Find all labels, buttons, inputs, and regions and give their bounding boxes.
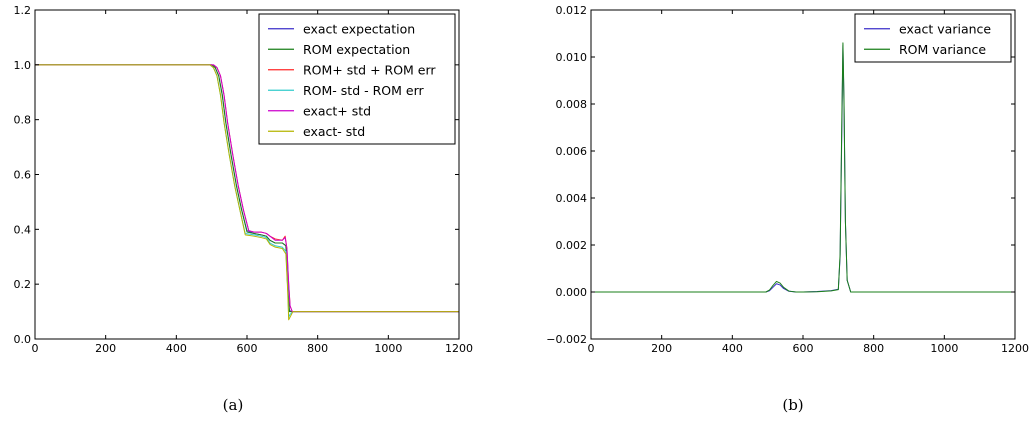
legend-box xyxy=(854,13,1012,63)
series-line-rom-expectation xyxy=(35,64,459,313)
plot-lines-a xyxy=(35,64,459,321)
y-tick-label: 0.002 xyxy=(556,239,588,252)
plot-lines-b xyxy=(591,42,1015,293)
x-tick-label: 400 xyxy=(722,342,743,355)
x-tick-label: 1200 xyxy=(445,342,473,355)
legend-label-rom-expectation: ROM expectation xyxy=(303,42,410,57)
series-line-exact-plus-std xyxy=(35,64,459,313)
legend-label-exact-expectation: exact expectation xyxy=(303,21,415,36)
x-tick-label: 1000 xyxy=(930,342,958,355)
y-tick-label: 0.010 xyxy=(556,51,588,64)
y-tick-label: 0.4 xyxy=(14,223,32,236)
x-tick-label: 600 xyxy=(793,342,814,355)
x-tick-label: 1000 xyxy=(374,342,402,355)
x-tick-label: 200 xyxy=(651,342,672,355)
x-tick-label: 0 xyxy=(32,342,39,355)
x-tick-label: 0 xyxy=(588,342,595,355)
legend-label-exact-variance: exact variance xyxy=(899,21,991,36)
y-tick-label: 0.012 xyxy=(556,4,588,17)
y-tick-label: 0.0 xyxy=(14,333,32,346)
caption-b: (b) xyxy=(782,396,803,414)
legend-label-exact-minus-std: exact- std xyxy=(303,124,365,139)
legend-a: exact expectation ROM expectation ROM+ std… xyxy=(258,13,456,145)
y-tick-label: 0.8 xyxy=(14,114,32,127)
x-tick-label: 400 xyxy=(166,342,187,355)
y-tick-label: 0.004 xyxy=(556,192,588,205)
y-tick-label: 0.008 xyxy=(556,98,588,111)
legend-b: exact variance ROM variance xyxy=(854,13,1012,63)
y-tick-label: 1.2 xyxy=(14,4,32,17)
y-tick-label: 0.2 xyxy=(14,278,32,291)
y-tick-label: 0.000 xyxy=(556,286,588,299)
legend-label-rom-variance: ROM variance xyxy=(899,42,986,57)
caption-a: (a) xyxy=(223,396,244,414)
axis-ticks-a: 0 200 400 600 800 1000 1200 0.0 0.2 0.4 0.6 0.8 1.0 1… xyxy=(14,4,474,355)
legend-label-rom-plus-std-err: ROM+ std + ROM err xyxy=(303,62,436,77)
axis-ticks-b: 0 200 400 600 800 1000 1200 −0.002 0.000 0.002 0.0… xyxy=(546,4,1029,355)
y-tick-label: −0.002 xyxy=(546,333,587,346)
legend-label-exact-plus-std: exact+ std xyxy=(303,103,371,118)
series-line-rom-variance xyxy=(591,42,1015,293)
legend-label-rom-minus-std-err: ROM- std - ROM err xyxy=(303,83,424,98)
x-tick-label: 800 xyxy=(863,342,884,355)
y-tick-label: 0.006 xyxy=(556,145,588,158)
x-tick-label: 600 xyxy=(237,342,258,355)
y-tick-label: 0.6 xyxy=(14,169,32,182)
x-tick-label: 200 xyxy=(95,342,116,355)
chart-panel-a: 0 200 400 600 800 1000 1200 0.0 0.2 0.4 0.6 0.8 1.0 1… xyxy=(14,4,474,414)
x-tick-label: 800 xyxy=(307,342,328,355)
series-line-exact-variance xyxy=(591,44,1015,293)
chart-panel-b: 0 200 400 600 800 1000 1200 −0.002 0.000 0.002 0.0… xyxy=(546,4,1029,414)
series-line-exact-minus-std xyxy=(35,64,459,321)
legend-box xyxy=(258,13,456,145)
y-tick-label: 1.0 xyxy=(14,59,32,72)
x-tick-label: 1200 xyxy=(1001,342,1029,355)
